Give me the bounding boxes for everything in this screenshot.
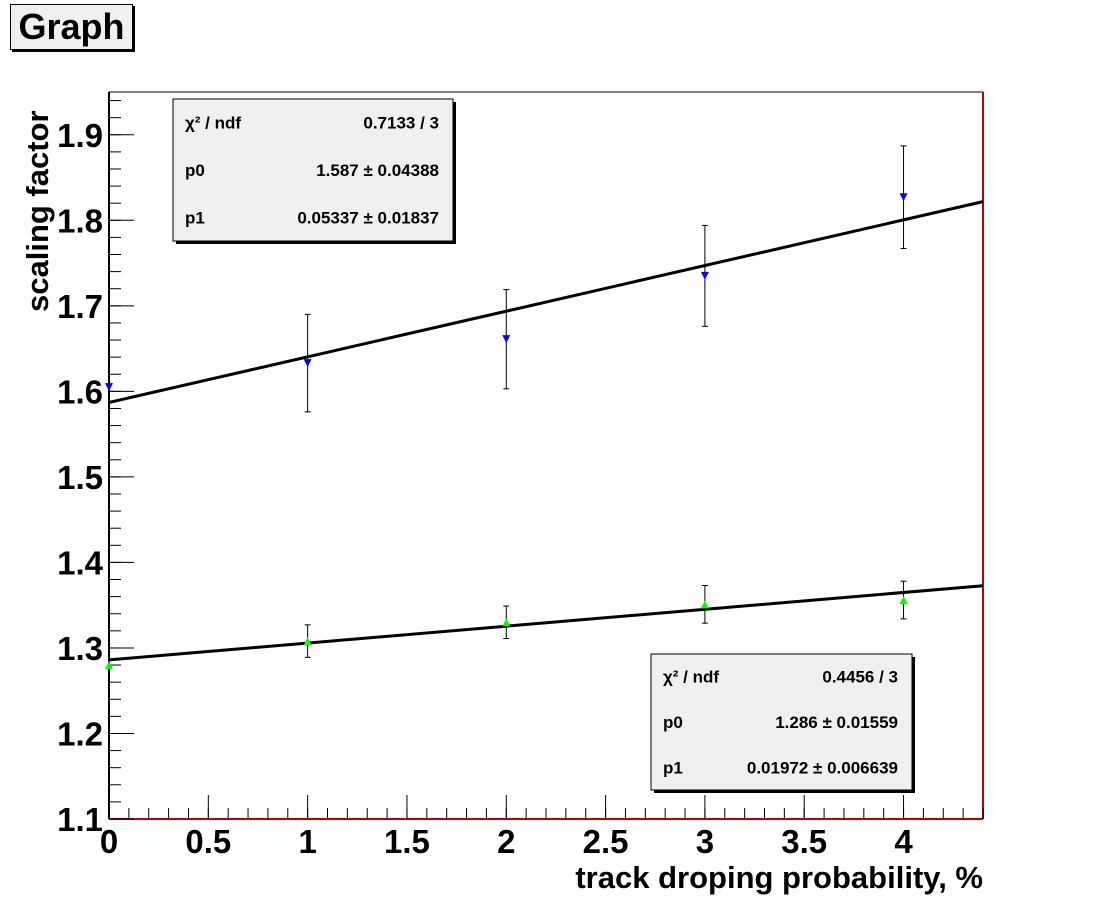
x-tick-label: 1 — [298, 823, 316, 860]
stats-value: 0.4456 / 3 — [822, 668, 898, 687]
stats-value: 0.7133 / 3 — [363, 114, 439, 133]
fit-line — [108, 584, 984, 662]
x-tick-label: 0.5 — [185, 823, 231, 860]
stats-value: 1.286 ± 0.01559 — [775, 713, 898, 732]
y-axis-title: scaling factor — [20, 110, 55, 312]
y-tick-label: 1.1 — [57, 801, 103, 838]
stats-name: p1 — [663, 758, 683, 777]
y-tick-label: 1.3 — [57, 630, 103, 667]
stats-value: 0.01972 ± 0.006639 — [747, 758, 898, 777]
data-point — [700, 271, 709, 280]
stats-name: χ² / ndf — [185, 114, 241, 133]
data-point — [303, 359, 312, 368]
y-tick-label: 1.9 — [57, 117, 103, 154]
stats-name: p0 — [663, 713, 683, 732]
graph-title: Graph — [10, 4, 133, 50]
x-tick-label: 3.5 — [781, 823, 827, 860]
y-tick-label: 1.2 — [57, 715, 103, 752]
x-tick-label: 3 — [696, 823, 714, 860]
x-tick-label: 1.5 — [384, 823, 430, 860]
stats-name: χ² / ndf — [663, 668, 719, 687]
data-point — [502, 335, 511, 344]
data-point — [502, 618, 511, 627]
x-tick-label: 2.5 — [583, 823, 629, 860]
y-tick-label: 1.7 — [57, 288, 103, 325]
fit-line — [108, 200, 984, 404]
x-tick-label: 2 — [497, 823, 515, 860]
data-point — [899, 193, 908, 202]
stats-boxes: χ² / ndf 0.7133 / 3 p0 1.587 ± 0.04388 p1 0.0… — [172, 98, 915, 793]
y-tick-label: 1.8 — [57, 202, 103, 239]
y-tick-label: 1.4 — [57, 544, 104, 581]
stats-name: p1 — [185, 208, 205, 227]
data-point — [700, 600, 709, 609]
stats-name: p0 — [185, 161, 205, 180]
plot-area — [105, 145, 984, 670]
stats-value: 1.587 ± 0.04388 — [316, 161, 439, 180]
stats-box — [650, 653, 913, 791]
data-point — [105, 661, 113, 670]
x-tick-label: 0 — [100, 823, 118, 860]
data-point — [899, 596, 908, 605]
x-tick-label: 4 — [894, 823, 913, 860]
x-axis-title: track droping probability, % — [575, 860, 983, 895]
stats-box — [172, 98, 454, 242]
y-tick-label: 1.6 — [57, 373, 103, 410]
data-point — [105, 383, 113, 392]
y-tick-label: 1.5 — [57, 459, 103, 496]
axis-ticks: 0 0.5 1 1.5 2 2.5 3 3.5 4 1.1 1.2 1.3 1.4 1.5 1.6 1.7 1.… — [57, 100, 984, 860]
stats-value: 0.05337 ± 0.01837 — [297, 208, 439, 227]
data-point — [303, 637, 312, 646]
